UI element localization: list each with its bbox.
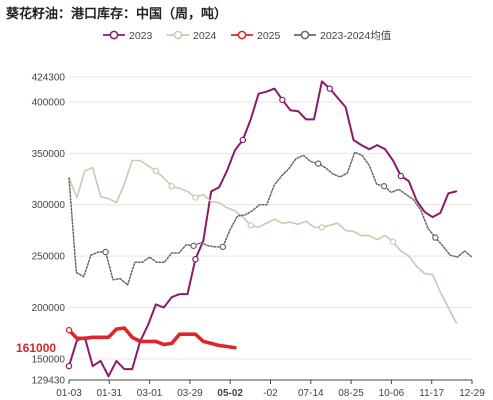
data-point[interactable] xyxy=(152,167,160,175)
legend-label: 2024 xyxy=(193,30,217,42)
y-tick-label: 250000 xyxy=(32,252,66,263)
x-tick-label: 10-06 xyxy=(379,388,405,399)
chart-title: 葵花籽油：港口库存：中国（周，吨） xyxy=(6,7,228,22)
legend-item-2[interactable]: 2025 xyxy=(231,30,281,42)
x-tick-label: 12-29 xyxy=(459,388,485,399)
current-value-box xyxy=(13,339,65,356)
data-point[interactable] xyxy=(102,248,109,256)
x-tick-label: 01-03 xyxy=(56,388,82,399)
legend[interactable]: 2023 2024 2025 2023-2024均值 xyxy=(103,29,392,42)
y-tick-label: 150000 xyxy=(32,354,66,365)
legend-label: 2023-2024均值 xyxy=(320,29,392,42)
y-tick-label: 400000 xyxy=(32,97,66,108)
legend-swatch-marker xyxy=(300,30,310,40)
data-point[interactable] xyxy=(389,238,397,245)
legend-swatch-marker xyxy=(237,30,247,40)
legend-item-1[interactable]: 2024 xyxy=(167,30,217,42)
data-point[interactable] xyxy=(65,326,73,334)
x-tick-label: 01-31 xyxy=(97,388,123,399)
data-point[interactable] xyxy=(65,362,73,370)
value-labels: 161000 xyxy=(13,339,65,356)
y-tick-label: 424300 xyxy=(32,73,66,84)
legend-label: 2023 xyxy=(129,30,153,42)
x-tick-label: 07-14 xyxy=(298,388,324,399)
data-point[interactable] xyxy=(279,96,286,104)
y-tick-label: 350000 xyxy=(32,149,66,160)
current-value-label: 161000 xyxy=(16,341,56,355)
series-line-2[interactable] xyxy=(67,326,237,350)
legend-item-3[interactable]: 2023-2024均值 xyxy=(294,29,392,42)
data-point[interactable] xyxy=(239,136,247,144)
data-point[interactable] xyxy=(219,243,227,251)
data-point[interactable] xyxy=(326,85,333,92)
y-tick-label: 300000 xyxy=(32,200,66,211)
x-tick-label: 11-17 xyxy=(419,388,444,399)
data-point[interactable] xyxy=(397,172,405,180)
y-tick-label: 129430 xyxy=(32,376,66,387)
data-point[interactable] xyxy=(168,183,175,190)
x-tick-label: 08-25 xyxy=(338,388,364,399)
legend-label: 2025 xyxy=(257,30,281,42)
data-point[interactable] xyxy=(192,255,199,263)
data-point[interactable] xyxy=(380,183,388,190)
series-line-0[interactable] xyxy=(68,80,458,378)
series-line-3[interactable] xyxy=(68,151,473,286)
x-tick-label: 03-29 xyxy=(177,388,203,399)
x-axis: 01-03 01-31 03-01 03-29 05-02 -02 07-14 08-25 10… xyxy=(56,379,485,399)
data-point[interactable] xyxy=(192,194,199,201)
x-tick-label: -02 xyxy=(263,388,278,399)
series-group xyxy=(65,80,473,378)
y-tick-label: 200000 xyxy=(32,303,66,314)
data-point[interactable] xyxy=(190,242,197,250)
x-tick-label-highlight: 05-02 xyxy=(217,388,243,399)
data-point[interactable] xyxy=(314,160,322,167)
y-axis: 424300 400000 350000 300000 250000 200000 1500… xyxy=(32,73,66,387)
data-point[interactable] xyxy=(247,222,254,229)
data-point[interactable] xyxy=(432,234,439,241)
legend-swatch-marker xyxy=(109,30,119,40)
legend-swatch-marker xyxy=(173,30,183,40)
series-line-1[interactable] xyxy=(68,159,457,324)
data-point[interactable] xyxy=(318,224,326,231)
legend-item-0[interactable]: 2023 xyxy=(103,30,153,42)
x-tick-label: 03-01 xyxy=(137,388,163,399)
